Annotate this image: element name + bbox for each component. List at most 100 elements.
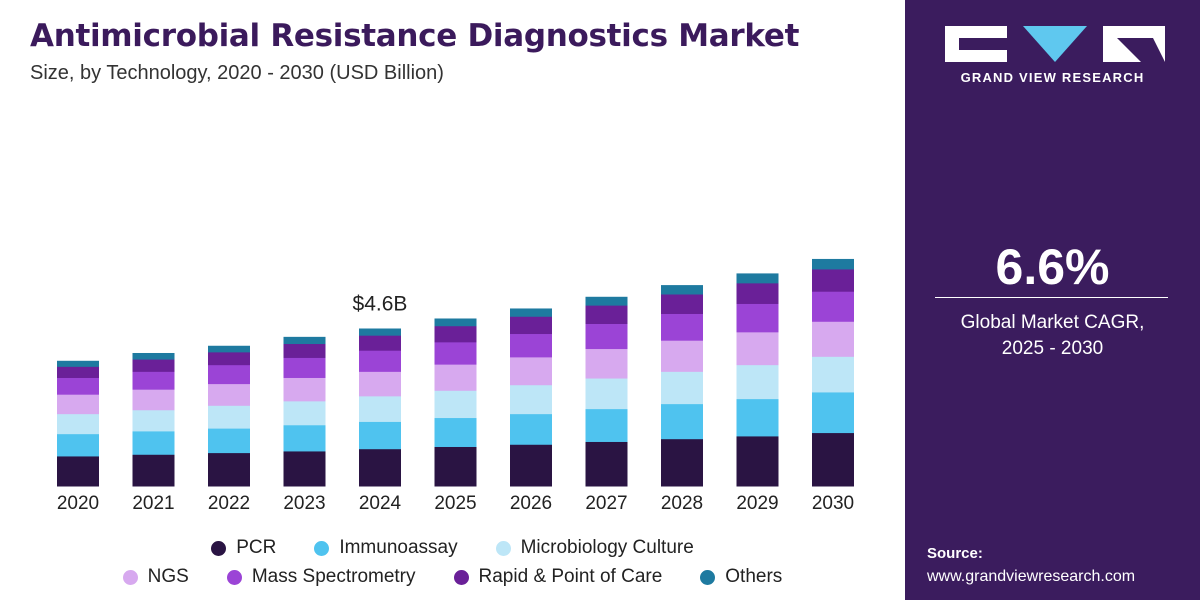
x-tick-label-2020: 2020 — [57, 493, 99, 514]
legend-swatch — [700, 569, 716, 585]
bar-segment-2028-others — [661, 285, 703, 295]
bar-segment-2029-pcr — [736, 435, 779, 487]
legend-label: Immunoassay — [339, 537, 458, 558]
cagr-label: Global Market CAGR, 2025 - 2030 — [905, 310, 1200, 362]
brand-name: GRAND VIEW RESEARCH — [960, 70, 1145, 85]
bar-segment-2020-mass-spectrometry — [57, 377, 99, 395]
chart-subtitle: Size, by Technology, 2020 - 2030 (USD Bi… — [30, 62, 444, 84]
bar-segment-2029-others — [736, 273, 779, 284]
bar-segment-2020-others — [57, 360, 99, 367]
x-tick-label-2025: 2025 — [434, 493, 476, 514]
bar-segment-2021-immunoassay — [132, 430, 175, 455]
bar-segment-2027-microbiology-culture — [585, 378, 628, 410]
bar-segment-2028-immunoassay — [661, 403, 703, 440]
bar-segment-2030-others — [812, 258, 854, 270]
bar-segment-2025-rapid-point-of-care — [434, 325, 477, 343]
bar-segment-2021-microbiology-culture — [132, 409, 175, 432]
bar-segment-2024-rapid-point-of-care — [359, 335, 401, 351]
bar-segment-2027-ngs — [585, 348, 628, 379]
x-tick-label-2027: 2027 — [585, 493, 627, 514]
bar-segment-2030-mass-spectrometry — [812, 291, 854, 322]
legend-item-pcr: PCR — [211, 537, 276, 559]
bar-segment-2021-rapid-point-of-care — [132, 359, 175, 372]
bar-segment-2024-ngs — [359, 371, 401, 397]
bar-segment-2026-pcr — [510, 444, 552, 487]
legend-swatch — [226, 569, 242, 585]
x-tick-label-2023: 2023 — [283, 493, 325, 514]
x-tick-label-2024: 2024 — [359, 493, 402, 514]
bar-segment-2023-immunoassay — [283, 424, 326, 452]
legend-swatch — [453, 569, 469, 585]
stacked-bar-chart: 2020 2021 2022 2023 2024 2025 2026 2027 2028 2029… — [57, 258, 854, 514]
bar-segment-2023-ngs — [283, 377, 326, 402]
bar-segment-2030-microbiology-culture — [812, 356, 854, 393]
bar-segment-2027-others — [585, 296, 628, 306]
legend-swatch — [211, 540, 227, 556]
bar-segment-2022-pcr — [208, 452, 250, 487]
bar-segment-2027-immunoassay — [585, 408, 628, 442]
bar-segment-2022-ngs — [208, 383, 250, 406]
chart-panel: Antimicrobial Resistance Diagnostics Mar… — [0, 18, 905, 588]
bar-segment-2024-others — [359, 328, 401, 336]
bar-segment-2025-microbiology-culture — [434, 390, 477, 419]
bar-segment-2020-pcr — [57, 455, 99, 487]
legend-label: PCR — [236, 537, 277, 558]
bar-segment-2024-immunoassay — [359, 421, 401, 450]
legend-item-immunoassay: Immunoassay — [314, 537, 458, 559]
bar-segment-2020-ngs — [57, 394, 99, 415]
legend-item-microbiology-culture: Microbiology Culture — [495, 537, 694, 559]
bar-segment-2024-mass-spectrometry — [359, 350, 401, 372]
bar-segment-2025-mass-spectrometry — [434, 341, 477, 365]
bar-segment-2028-mass-spectrometry — [661, 313, 703, 341]
bar-segment-2020-microbiology-culture — [57, 413, 99, 435]
bar-segment-2025-pcr — [434, 446, 477, 487]
bar-segment-2028-pcr — [661, 438, 703, 487]
bar-segment-2028-microbiology-culture — [661, 371, 703, 405]
x-tick-label-2030: 2030 — [812, 493, 854, 514]
cagr-label-line-1: Global Market CAGR, — [960, 312, 1145, 333]
bar-segment-2024-microbiology-culture — [359, 395, 401, 422]
bar-segment-2026-rapid-point-of-care — [510, 316, 552, 335]
bar-segment-2026-others — [510, 308, 552, 317]
cagr-value: 6.6% — [995, 239, 1110, 295]
bar-segment-2030-ngs — [812, 321, 854, 357]
legend-label: NGS — [147, 566, 189, 587]
source-link[interactable]: www.grandviewresearch.com — [927, 568, 1136, 585]
bar-segment-2025-others — [434, 318, 477, 327]
bar-segment-2023-rapid-point-of-care — [283, 343, 326, 358]
legend-item-mass-spectrometry: Mass Spectrometry — [226, 566, 416, 588]
bar-segment-2023-mass-spectrometry — [283, 357, 326, 378]
legend-item-others: Others — [700, 566, 782, 588]
chart-title: Antimicrobial Resistance Diagnostics Mar… — [30, 18, 800, 54]
bar-segment-2025-ngs — [434, 364, 477, 391]
sidebar-panel: GRAND VIEW RESEARCH 6.6% Global Market C… — [905, 0, 1200, 600]
bar-segment-2022-mass-spectrometry — [208, 364, 250, 385]
bar-segment-2029-mass-spectrometry — [736, 303, 779, 333]
bar-segment-2023-pcr — [283, 450, 326, 487]
bar-segment-2026-microbiology-culture — [510, 384, 552, 415]
legend-label: Others — [725, 566, 783, 587]
legend-item-ngs: NGS — [122, 566, 189, 588]
bar-segment-2023-microbiology-culture — [283, 400, 326, 426]
bar-segment-2027-mass-spectrometry — [585, 323, 628, 350]
bar-segment-2021-ngs — [132, 389, 175, 411]
bar-segment-2026-immunoassay — [510, 413, 552, 445]
bar-segment-2020-rapid-point-of-care — [57, 366, 99, 378]
x-tick-label-2026: 2026 — [510, 493, 552, 514]
legend-label: Microbiology Culture — [520, 537, 694, 558]
x-tick-label-2021: 2021 — [132, 493, 174, 514]
legend-row-2: NGS Mass Spectrometry Rapid & Point of Car… — [0, 566, 905, 588]
bar-segment-2029-microbiology-culture — [736, 364, 779, 400]
legend-swatch — [314, 540, 330, 556]
bar-segment-2026-mass-spectrometry — [510, 333, 552, 358]
bar-segment-2025-immunoassay — [434, 417, 477, 447]
source-label: Source: — [927, 545, 983, 562]
bar-segment-2027-rapid-point-of-care — [585, 305, 628, 324]
x-tick-label-2022: 2022 — [208, 493, 250, 514]
bar-segment-2026-ngs — [510, 356, 552, 386]
bar-segment-2027-pcr — [585, 441, 628, 487]
bar-segment-2022-others — [208, 345, 250, 353]
bar-segment-2023-others — [283, 336, 326, 345]
bar-segment-2030-rapid-point-of-care — [812, 268, 854, 292]
cagr-label-line-2: 2025 - 2030 — [1001, 338, 1104, 359]
